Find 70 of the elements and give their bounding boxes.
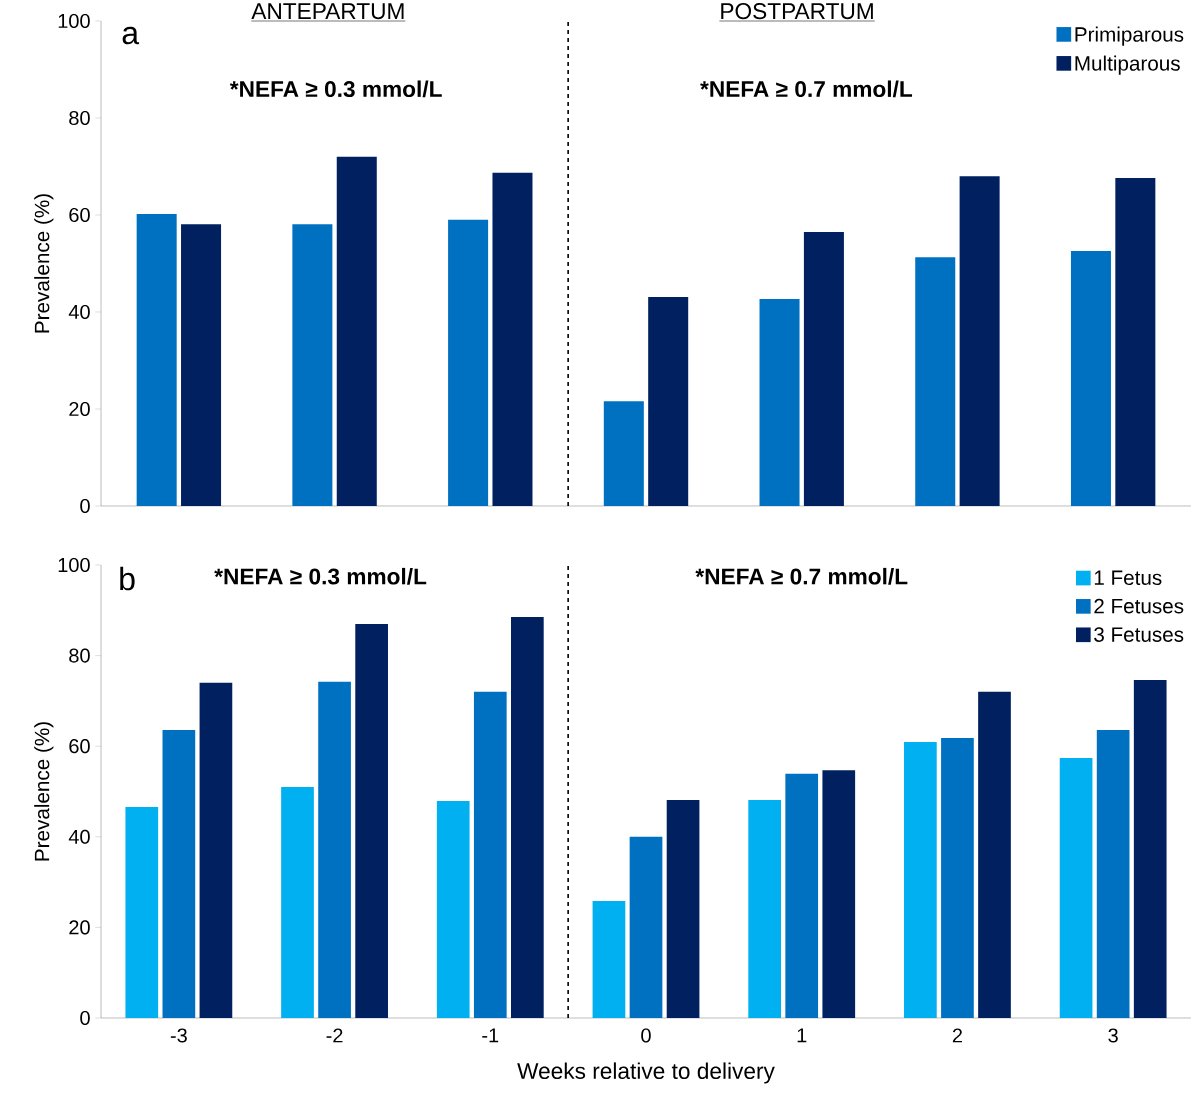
y-tick-label: 60 [69,207,90,223]
text: POSTPARTUM [721,3,873,20]
bar [281,786,314,1018]
bar [648,296,689,506]
bar [748,800,782,1018]
bar [592,901,626,1018]
bar [318,681,351,1018]
x-tick-label: -3 [170,1028,187,1043]
annotation: b [120,566,135,591]
bar [473,691,507,1018]
annotation: *NEFA ≥ 0.7 mmol/L [695,567,908,585]
bar [915,257,956,506]
bar [822,770,856,1018]
y-tick-label: 20 [69,920,90,935]
bar [492,172,533,506]
bar [125,806,159,1018]
bar [136,214,177,506]
bar [448,219,489,506]
x-tick-label: 2 [952,1028,962,1043]
bar [292,224,333,506]
bar [181,224,222,506]
y-tick-label: 80 [69,110,90,126]
bar [1059,757,1093,1018]
x-tick-label: 0 [641,1028,651,1043]
legend-label: Primiparous [1075,26,1184,46]
bar [666,800,700,1018]
x-tick-label: -1 [482,1028,499,1043]
legend-label: Multiparous [1075,55,1180,75]
bar [1070,250,1111,506]
bar [1096,729,1130,1018]
legend-label: 2 Fetuses [1094,598,1184,614]
annotation: *NEFA ≥ 0.7 mmol/L [700,80,913,98]
bar [355,623,388,1018]
bar [978,691,1011,1018]
legend-label: 1 Fetus [1094,570,1162,586]
x-tick-label: -2 [326,1028,343,1043]
y-tick-label: 100 [58,13,90,29]
bar [603,401,644,506]
annotation: a [122,26,140,45]
y-tick-label: 100 [58,557,90,573]
y-axis-title: Prevalence (%) [34,722,54,861]
bar [511,617,544,1018]
y-tick-label: 20 [69,401,90,417]
legend-label: 3 Fetuses [1094,627,1184,642]
x-tick-label: 3 [1108,1028,1118,1043]
y-tick-label: 40 [68,829,90,844]
bar [1133,680,1167,1018]
bar [199,682,233,1018]
bar [436,801,470,1018]
bar [1115,178,1156,506]
bar [759,298,800,506]
bar [959,176,1000,506]
y-tick-label: 0 [80,1010,90,1026]
bar [941,738,974,1018]
bar [803,231,844,506]
y-tick-label: 80 [69,648,90,663]
y-axis-title: Prevalence (%) [34,194,54,333]
y-tick-label: 60 [69,739,90,754]
bar [904,742,937,1018]
bar [629,836,663,1018]
annotation: *NEFA ≥ 0.3 mmol/L [229,80,442,98]
bar [162,729,196,1018]
bar [785,773,819,1018]
annotation: *NEFA ≥ 0.3 mmol/L [214,567,427,585]
y-tick-label: 0 [80,498,90,514]
x-tick-label: 1 [797,1028,807,1043]
bar [336,156,377,506]
x-axis-title: Weeks relative to delivery [517,1062,775,1084]
text: ANTEPARTUM [251,3,404,20]
y-tick-label: 40 [68,304,90,320]
